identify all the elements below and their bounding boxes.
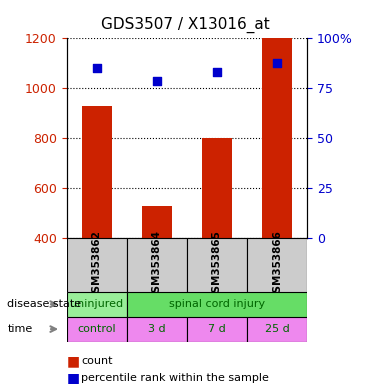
- Text: GDS3507 / X13016_at: GDS3507 / X13016_at: [101, 17, 269, 33]
- Text: percentile rank within the sample: percentile rank within the sample: [81, 373, 269, 383]
- FancyBboxPatch shape: [127, 317, 187, 342]
- Point: [94, 65, 100, 71]
- Text: time: time: [7, 324, 33, 334]
- Text: 7 d: 7 d: [208, 324, 226, 334]
- Bar: [82, 106, 112, 238]
- Text: count: count: [81, 356, 113, 366]
- Bar: [262, 38, 292, 238]
- Text: GSM353864: GSM353864: [152, 230, 162, 300]
- FancyBboxPatch shape: [67, 238, 127, 292]
- FancyBboxPatch shape: [127, 292, 307, 317]
- Text: GSM353865: GSM353865: [212, 230, 222, 300]
- Point: [214, 69, 220, 75]
- Text: ■: ■: [67, 354, 80, 368]
- FancyBboxPatch shape: [187, 317, 247, 342]
- Text: 25 d: 25 d: [265, 324, 289, 334]
- FancyBboxPatch shape: [127, 238, 187, 292]
- Text: spinal cord injury: spinal cord injury: [169, 299, 265, 310]
- FancyBboxPatch shape: [67, 292, 127, 317]
- Text: GSM353866: GSM353866: [272, 230, 282, 300]
- FancyBboxPatch shape: [247, 238, 307, 292]
- Text: control: control: [77, 324, 116, 334]
- Bar: [142, 206, 172, 238]
- FancyBboxPatch shape: [67, 317, 127, 342]
- Text: GSM353862: GSM353862: [92, 230, 102, 300]
- FancyBboxPatch shape: [187, 238, 247, 292]
- Text: ■: ■: [67, 371, 80, 384]
- Point: [274, 60, 280, 66]
- Text: disease state: disease state: [7, 299, 81, 310]
- FancyBboxPatch shape: [247, 317, 307, 342]
- Text: 3 d: 3 d: [148, 324, 166, 334]
- Point: [154, 78, 160, 84]
- Bar: [202, 138, 232, 238]
- Text: uninjured: uninjured: [70, 299, 123, 310]
